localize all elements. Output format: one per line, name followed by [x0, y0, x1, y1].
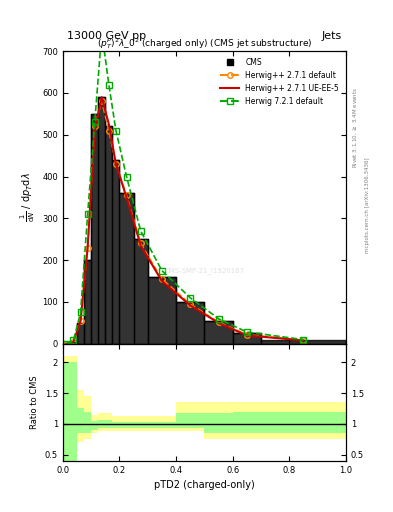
Y-axis label: Ratio to CMS: Ratio to CMS: [30, 375, 39, 429]
Legend: CMS, Herwig++ 2.7.1 default, Herwig++ 2.7.1 UE-EE-5, Herwig 7.2.1 default: CMS, Herwig++ 2.7.1 default, Herwig++ 2.…: [217, 55, 342, 109]
Text: 13000 GeV pp: 13000 GeV pp: [67, 31, 146, 41]
Text: Rivet 3.1.10, $\geq$ 3.4M events: Rivet 3.1.10, $\geq$ 3.4M events: [352, 88, 359, 168]
Title: $(p_T^P)^2\lambda\_0^2$ (charged only) (CMS jet substructure): $(p_T^P)^2\lambda\_0^2$ (charged only) (…: [97, 36, 312, 51]
Text: CMS-SMP-21_I1920187: CMS-SMP-21_I1920187: [164, 267, 244, 274]
Y-axis label: $\frac{1}{\mathrm{d}N}$ / $\mathrm{d}p_T \mathrm{d}\lambda$: $\frac{1}{\mathrm{d}N}$ / $\mathrm{d}p_T…: [18, 173, 37, 222]
Text: mcplots.cern.ch [arXiv:1306.3436]: mcplots.cern.ch [arXiv:1306.3436]: [365, 157, 371, 252]
Text: Jets: Jets: [321, 31, 342, 41]
X-axis label: pTD2 (charged-only): pTD2 (charged-only): [154, 480, 255, 490]
